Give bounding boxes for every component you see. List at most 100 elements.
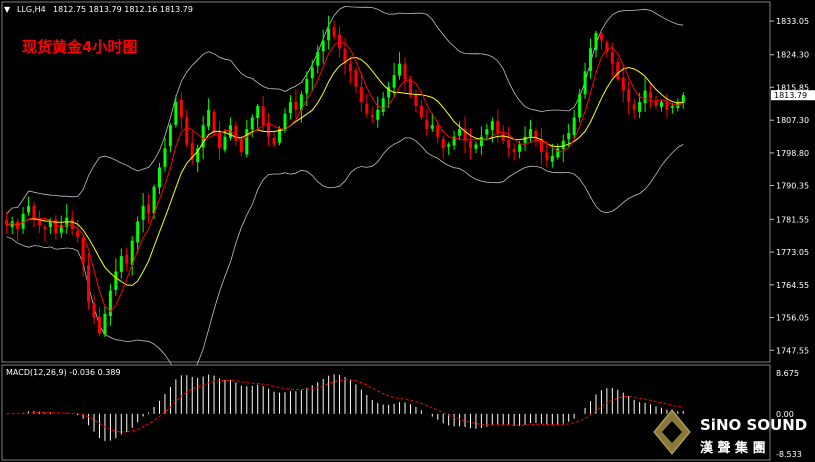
candlestick-series xyxy=(5,15,685,338)
candle-body xyxy=(327,28,331,41)
candle-body xyxy=(81,237,85,264)
candle-body xyxy=(518,144,522,152)
candle-body xyxy=(359,86,363,103)
candle-body xyxy=(589,48,593,71)
macd-tick-label: 0.00 xyxy=(776,410,794,419)
candle-body xyxy=(103,313,107,335)
macd-panel-frame xyxy=(1,364,771,461)
candle-body xyxy=(21,213,25,229)
candle-body xyxy=(376,109,380,120)
candle-body xyxy=(245,129,249,155)
candle-body xyxy=(414,94,418,106)
price-tick-label: 1756.05 xyxy=(776,314,809,323)
candle-body xyxy=(370,115,374,118)
candle-body xyxy=(583,71,587,95)
macd-signal-line xyxy=(6,379,684,433)
candle-body xyxy=(76,230,80,237)
candle-body xyxy=(381,98,385,112)
candle-body xyxy=(681,95,685,103)
bollinger-bands xyxy=(6,6,684,378)
candle-body xyxy=(234,125,238,141)
candle-body xyxy=(223,136,227,150)
candle-body xyxy=(152,186,156,214)
candle-body xyxy=(348,63,352,72)
candle-body xyxy=(283,113,287,131)
ma-fast-line xyxy=(6,40,684,313)
candle-body xyxy=(92,303,96,318)
candle-body xyxy=(343,48,347,64)
candle-body xyxy=(485,129,489,135)
candle-body xyxy=(207,109,211,127)
candle-body xyxy=(479,136,483,147)
candle-body xyxy=(261,106,265,126)
candle-body xyxy=(643,90,647,104)
price-tick-label: 1747.55 xyxy=(776,346,809,355)
macd-tick-label: 8.675 xyxy=(776,369,799,378)
candle-body xyxy=(201,125,205,148)
candle-body xyxy=(627,89,631,103)
candle-body xyxy=(108,290,112,316)
candle-body xyxy=(59,225,63,233)
candle-body xyxy=(310,67,314,79)
macd-series xyxy=(6,374,684,441)
candle-body xyxy=(5,219,9,226)
candle-body xyxy=(196,148,200,163)
candle-body xyxy=(649,92,653,99)
dropdown-arrow-icon[interactable]: ▼ xyxy=(4,5,11,14)
candle-body xyxy=(534,130,538,141)
candle-body xyxy=(398,63,402,76)
candle-body xyxy=(218,132,222,149)
candle-body xyxy=(578,94,582,118)
price-tick-label: 1798.80 xyxy=(776,149,809,158)
candle-body xyxy=(179,99,183,118)
candle-body xyxy=(157,167,161,188)
price-tick-label: 1790.35 xyxy=(776,181,809,190)
candle-body xyxy=(599,32,603,41)
price-tick-label: 1833.05 xyxy=(776,17,809,26)
candle-body xyxy=(87,265,91,303)
moving-averages xyxy=(6,40,684,313)
candle-body xyxy=(610,52,614,64)
candle-body xyxy=(616,61,620,80)
candle-body xyxy=(27,206,31,213)
candle-body xyxy=(37,219,41,226)
brand-name: SiNO SOUND xyxy=(700,416,807,434)
candle-body xyxy=(425,119,429,130)
candle-body xyxy=(294,101,298,110)
candle-body xyxy=(659,102,663,107)
candle-body xyxy=(441,138,445,149)
candle-body xyxy=(458,129,462,136)
candle-body xyxy=(190,143,194,160)
price-tick-label: 1807.30 xyxy=(776,116,809,125)
price-tick-label: 1824.30 xyxy=(776,51,809,60)
candle-body xyxy=(125,254,129,264)
candle-body xyxy=(507,139,511,149)
candle-body xyxy=(392,75,396,88)
upper-band-line xyxy=(6,6,684,215)
candle-body xyxy=(539,138,543,153)
sino-sound-logo: SiNO SOUND 漢 聲 集 團 xyxy=(653,409,807,456)
candle-body xyxy=(10,221,14,228)
candle-body xyxy=(550,156,554,162)
brand-name-cn: 漢 聲 集 團 xyxy=(700,440,766,456)
candle-body xyxy=(239,139,243,153)
candle-body xyxy=(70,218,74,230)
candle-body xyxy=(250,117,254,130)
candle-body xyxy=(594,32,598,51)
candle-body xyxy=(185,117,189,145)
candle-body xyxy=(288,102,292,114)
candle-body xyxy=(496,120,500,133)
candle-body xyxy=(436,125,440,137)
candle-body xyxy=(474,144,478,149)
candle-body xyxy=(670,105,674,108)
diamond-inner-icon xyxy=(662,421,682,443)
candle-body xyxy=(114,271,118,291)
candle-body xyxy=(387,86,391,98)
candle-body xyxy=(321,40,325,52)
price-tick-label: 1815.85 xyxy=(776,83,809,92)
candle-body xyxy=(468,141,472,149)
candle-body xyxy=(567,132,571,140)
candle-body xyxy=(32,206,36,218)
candle-body xyxy=(54,219,58,234)
